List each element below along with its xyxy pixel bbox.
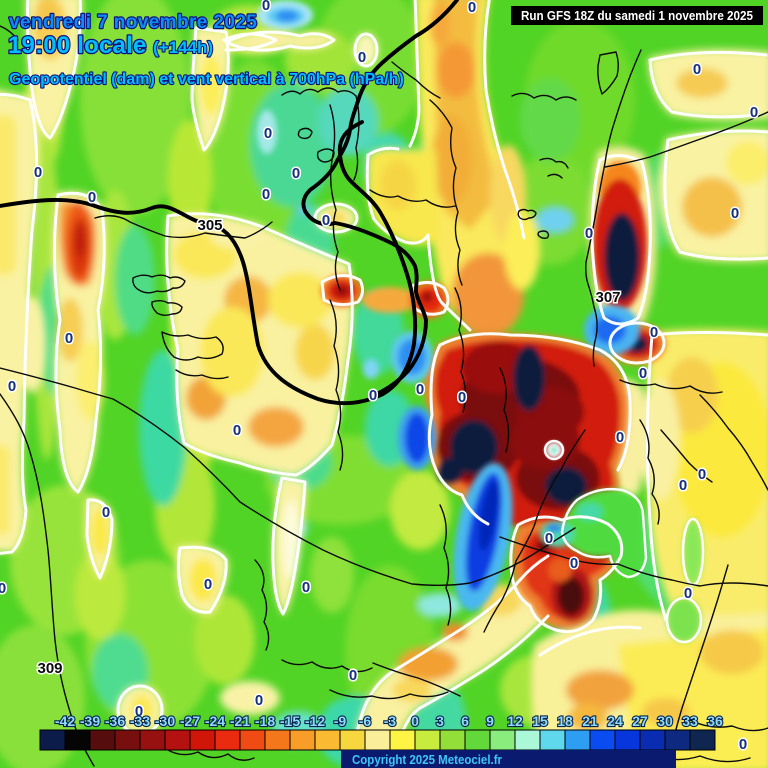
- svg-text:0: 0: [679, 477, 687, 494]
- svg-text:0: 0: [292, 165, 300, 182]
- svg-text:3: 3: [436, 713, 444, 729]
- svg-text:0: 0: [545, 530, 553, 547]
- svg-text:0: 0: [233, 422, 241, 439]
- svg-text:0: 0: [468, 0, 476, 16]
- svg-text:0: 0: [585, 225, 593, 242]
- svg-text:0: 0: [458, 389, 466, 406]
- svg-text:36: 36: [707, 713, 723, 729]
- svg-text:0: 0: [731, 205, 739, 222]
- svg-text:0: 0: [65, 330, 73, 347]
- svg-text:0: 0: [369, 387, 377, 404]
- svg-text:9: 9: [486, 713, 494, 729]
- svg-text:Run GFS 18Z du samedi 1 novemb: Run GFS 18Z du samedi 1 novembre 2025: [521, 9, 753, 23]
- svg-text:15: 15: [532, 713, 548, 729]
- svg-text:0: 0: [102, 504, 110, 521]
- svg-text:-39: -39: [80, 713, 100, 729]
- svg-text:-36: -36: [105, 713, 125, 729]
- svg-text:33: 33: [682, 713, 698, 729]
- svg-text:21: 21: [582, 713, 598, 729]
- svg-text:0: 0: [349, 667, 357, 684]
- svg-text:0: 0: [698, 466, 706, 483]
- svg-text:0: 0: [264, 125, 272, 142]
- svg-text:18: 18: [557, 713, 573, 729]
- svg-text:(+144h): (+144h): [153, 38, 213, 57]
- svg-text:305: 305: [197, 217, 222, 234]
- svg-text:-6: -6: [359, 713, 372, 729]
- svg-text:-9: -9: [334, 713, 347, 729]
- svg-text:24: 24: [607, 713, 623, 729]
- svg-text:0: 0: [88, 189, 96, 206]
- svg-text:Copyright 2025 Meteociel.fr: Copyright 2025 Meteociel.fr: [352, 753, 502, 767]
- svg-text:0: 0: [255, 692, 263, 709]
- svg-text:-3: -3: [384, 713, 397, 729]
- svg-text:-12: -12: [305, 713, 325, 729]
- svg-text:vendredi 7 novembre 2025: vendredi 7 novembre 2025: [9, 12, 257, 33]
- svg-text:0: 0: [8, 378, 16, 395]
- svg-text:-33: -33: [130, 713, 150, 729]
- svg-text:0: 0: [302, 579, 310, 596]
- svg-text:-18: -18: [255, 713, 275, 729]
- svg-text:0: 0: [0, 580, 6, 597]
- svg-text:0: 0: [262, 0, 270, 14]
- svg-text:309: 309: [37, 660, 62, 677]
- svg-text:27: 27: [632, 713, 648, 729]
- svg-text:0: 0: [262, 186, 270, 203]
- svg-text:0: 0: [358, 49, 366, 66]
- svg-text:0: 0: [684, 585, 692, 602]
- svg-text:-24: -24: [205, 713, 225, 729]
- svg-text:0: 0: [750, 104, 758, 121]
- svg-text:-30: -30: [155, 713, 175, 729]
- svg-text:0: 0: [416, 381, 424, 398]
- svg-text:-15: -15: [280, 713, 300, 729]
- svg-text:-42: -42: [55, 713, 75, 729]
- svg-text:Geopotentiel (dam) et vent ver: Geopotentiel (dam) et vent vertical à 70…: [9, 71, 404, 88]
- svg-text:0: 0: [204, 576, 212, 593]
- svg-text:0: 0: [411, 713, 419, 729]
- svg-text:0: 0: [322, 212, 330, 229]
- svg-text:12: 12: [507, 713, 523, 729]
- svg-text:0: 0: [616, 429, 624, 446]
- svg-text:307: 307: [595, 289, 620, 306]
- svg-text:-21: -21: [230, 713, 250, 729]
- svg-text:0: 0: [693, 61, 701, 78]
- svg-text:6: 6: [461, 713, 469, 729]
- svg-text:0: 0: [739, 736, 747, 753]
- svg-text:30: 30: [657, 713, 673, 729]
- svg-text:19:00 locale: 19:00 locale: [8, 32, 147, 59]
- svg-text:-27: -27: [180, 713, 200, 729]
- svg-text:0: 0: [570, 555, 578, 572]
- svg-text:0: 0: [135, 703, 143, 720]
- svg-text:0: 0: [639, 365, 647, 382]
- svg-text:0: 0: [34, 164, 42, 181]
- svg-text:0: 0: [650, 324, 658, 341]
